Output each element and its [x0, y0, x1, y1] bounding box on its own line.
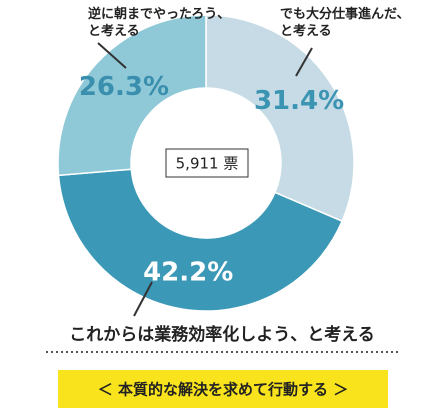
leader-line — [97, 42, 127, 69]
donut-slice — [57, 168, 344, 312]
value-label: 42.2% — [143, 258, 233, 288]
donut-slice — [205, 14, 355, 223]
leader-line — [295, 47, 313, 77]
donut-slice — [57, 14, 207, 177]
total-label: 5,911 票 — [176, 155, 239, 173]
category-label: でも大分仕事進んだ、 と考える — [280, 7, 410, 39]
value-label: 26.3% — [79, 72, 169, 102]
leader-line — [133, 281, 153, 317]
category-label: 逆に朝までやったろう、 と考える — [88, 7, 231, 39]
button-text[interactable]: ＜ 本質的な解決を求めて行動する ＞ — [98, 381, 348, 399]
value-label: 31.4% — [254, 86, 344, 116]
category-label: これからは業務効率化しよう、と考える — [69, 325, 375, 345]
total-box — [165, 148, 249, 178]
action-button[interactable] — [58, 370, 388, 408]
